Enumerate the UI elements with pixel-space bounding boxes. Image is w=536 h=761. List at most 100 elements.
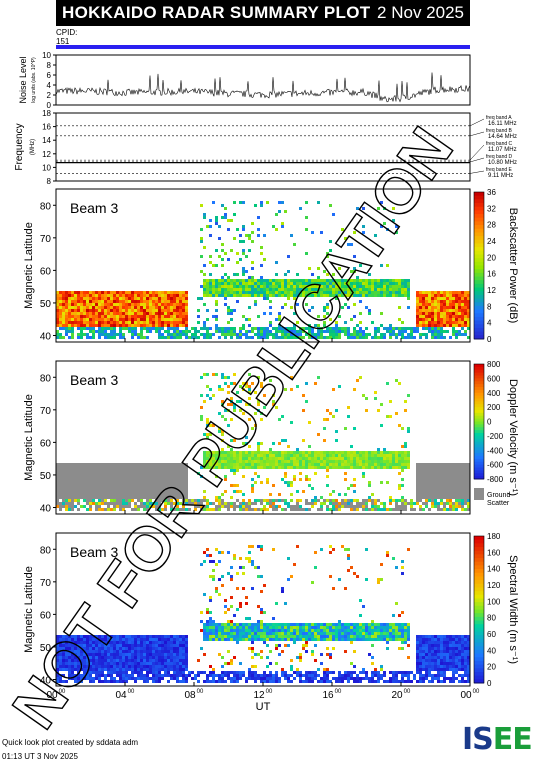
rti-cell — [452, 297, 455, 300]
rti-cell — [128, 472, 131, 475]
rti-cell — [248, 617, 251, 620]
rti-cell — [71, 469, 74, 472]
rti-cell — [170, 291, 173, 294]
rti-cell — [206, 629, 209, 632]
rti-cell — [308, 502, 311, 505]
rti-cell — [356, 285, 359, 288]
rti-cell — [314, 279, 317, 282]
rti-cell — [335, 430, 338, 433]
rti-cell — [98, 493, 101, 496]
rti-cell — [428, 297, 431, 300]
rti-cell — [59, 336, 62, 339]
rti-cell — [245, 318, 248, 321]
rti-cell — [371, 463, 374, 466]
rti-cell — [407, 336, 410, 339]
rti-cell — [164, 635, 167, 638]
rti-cell — [71, 668, 74, 671]
rti-cell — [323, 291, 326, 294]
rti-cell — [407, 454, 410, 457]
rti-cell — [209, 282, 212, 285]
rti-cell — [281, 674, 284, 677]
rti-cell — [314, 333, 317, 336]
rti-cell — [152, 659, 155, 662]
rti-cell — [458, 466, 461, 469]
colorbar-cell — [474, 243, 484, 248]
rti-cell — [203, 433, 206, 436]
rti-cell — [143, 659, 146, 662]
rti-cell — [401, 445, 404, 448]
rti-cell — [215, 674, 218, 677]
colorbar-cell — [474, 254, 484, 259]
rti-cell — [239, 451, 242, 454]
rti-cell — [95, 671, 98, 674]
rti-cell — [293, 641, 296, 644]
rti-cell — [134, 641, 137, 644]
rti-cell — [443, 324, 446, 327]
rti-cell — [101, 484, 104, 487]
rti-cell — [428, 312, 431, 315]
rti-cell — [278, 457, 281, 460]
rti-cell — [248, 336, 251, 339]
rti-cell — [449, 466, 452, 469]
rti-cell — [197, 336, 200, 339]
rti-cell — [161, 306, 164, 309]
rti-cell — [263, 258, 266, 261]
rti-cell — [233, 674, 236, 677]
rti-cell — [86, 309, 89, 312]
rti-cell — [212, 201, 215, 204]
rti-cell — [320, 463, 323, 466]
rti-cell — [167, 297, 170, 300]
rti-cell — [167, 502, 170, 505]
rti-cell — [107, 463, 110, 466]
rti-cell — [269, 463, 272, 466]
rti-cell — [89, 466, 92, 469]
rti-cell — [158, 294, 161, 297]
rti-cell — [185, 312, 188, 315]
rti-cell — [134, 309, 137, 312]
rti-cell — [62, 668, 65, 671]
rti-cell — [422, 466, 425, 469]
rti-cell — [68, 641, 71, 644]
rti-cell — [284, 333, 287, 336]
rti-cell — [320, 505, 323, 508]
rti-cell — [296, 460, 299, 463]
rti-cell — [113, 321, 116, 324]
rti-cell — [200, 611, 203, 614]
rti-cell — [176, 656, 179, 659]
rti-cell — [125, 315, 128, 318]
rti-cell — [119, 505, 122, 508]
rti-cell — [224, 252, 227, 255]
rti-cell — [92, 668, 95, 671]
rti-cell — [371, 279, 374, 282]
rti-cell — [107, 502, 110, 505]
rti-cell — [290, 421, 293, 424]
rti-cell — [278, 315, 281, 318]
rti-cell — [254, 279, 257, 282]
rti-cell — [296, 291, 299, 294]
rti-cell — [104, 336, 107, 339]
rti-cell — [62, 327, 65, 330]
rti-cell — [278, 680, 281, 683]
rti-cell — [431, 333, 434, 336]
rti-cell — [245, 294, 248, 297]
rti-cell — [224, 632, 227, 635]
rti-cell — [68, 463, 71, 466]
rti-cell — [122, 336, 125, 339]
rti-cell — [173, 650, 176, 653]
rti-cell — [110, 312, 113, 315]
rti-cell — [233, 282, 236, 285]
rti-cell — [83, 635, 86, 638]
rti-cell — [77, 493, 80, 496]
rti-cell — [218, 291, 221, 294]
rti-cell — [152, 677, 155, 680]
rti-cell — [104, 297, 107, 300]
colorbar-cell — [474, 410, 484, 414]
rti-cell — [230, 502, 233, 505]
rti-cell — [170, 466, 173, 469]
rti-cell — [365, 397, 368, 400]
rti-cell — [413, 330, 416, 333]
rti-cell — [305, 327, 308, 330]
rti-cell — [260, 327, 263, 330]
rti-cell — [89, 656, 92, 659]
rti-cell — [446, 478, 449, 481]
